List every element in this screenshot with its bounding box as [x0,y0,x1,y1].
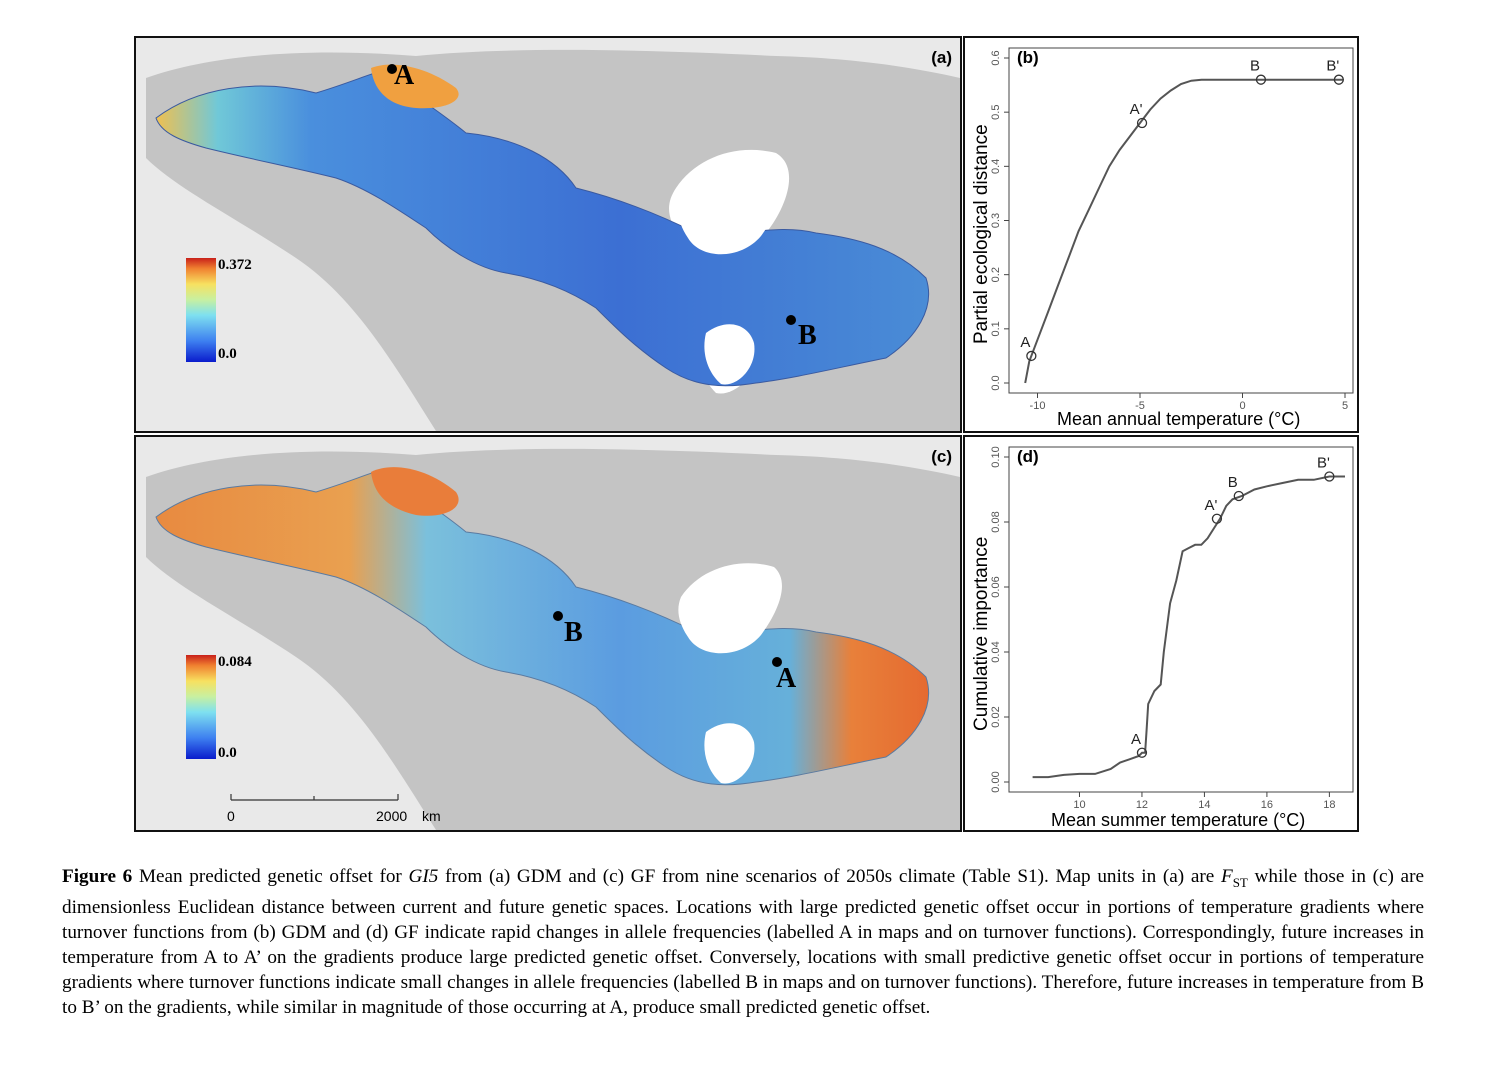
curve-point [1026,350,1037,362]
gene-name: GI5 [408,866,439,887]
site-label-a: A [776,663,797,694]
plot-panel-d: 10 12 14 16 18 0.00 0.02 0.04 0.06 0.08 0.10 A A' B B'… [963,435,1359,832]
y-tick-label: 0.00 [990,771,1002,792]
site-marker-a [387,64,397,74]
x-tick-label: -10 [1030,400,1046,412]
colorbar-a [186,258,216,362]
fst-symbol: F [1220,866,1233,887]
curve-point [1333,74,1345,85]
x-tick-label: 5 [1342,400,1348,412]
colorbar-c-min: 0.0 [218,745,237,761]
y-tick-label: 0.02 [990,706,1002,727]
great-lakes-cover [704,324,755,385]
y-tick-label: 0.1 [990,321,1002,336]
y-tick-label: 0.2 [990,267,1002,282]
x-tick-label: 16 [1261,799,1273,811]
curve-point-label: A [1131,731,1141,748]
great-lakes-cover [704,723,755,784]
curve-point-label: B [1250,58,1260,75]
curve-point [1136,117,1148,129]
site-label-b: B [798,320,817,351]
plot-b-xlabel: Mean annual temperature (°C) [1057,409,1301,429]
curve-line [1024,78,1343,384]
site-label-b: B [564,617,583,648]
map-a-graphic [146,49,960,431]
y-tick-label: 0.5 [990,105,1002,120]
y-tick-label: 0.3 [990,213,1002,228]
y-tick-label: 0.10 [990,446,1002,467]
x-tick-label: -5 [1135,400,1145,412]
panel-b-label: (b) [1017,48,1039,67]
x-tick-label: 14 [1198,799,1210,811]
scalebar-start: 0 [227,808,235,824]
y-tick-label: 0.6 [990,50,1002,65]
curve-point-label: A' [1204,497,1217,514]
x-tick-label: 10 [1073,799,1085,811]
plot-frame [1008,47,1354,394]
plot-frame [1008,446,1354,793]
x-tick-label: 12 [1136,799,1148,811]
colorbar-c [186,655,216,759]
site-marker-a [772,657,782,667]
map-c-graphic [146,448,960,830]
curve-point-label: B [1228,474,1238,491]
scalebar-unit: km [422,808,441,824]
curve-point-label: A [1020,334,1030,351]
curve-point-label: A' [1130,101,1143,118]
curve-point-label: B' [1317,455,1330,472]
plot-panel-b: -10 -5 0 5 0.0 0.1 0.2 0.3 0.4 0.5 0.6 A A' B B' (b) P… [963,36,1359,433]
plot-d-ylabel: Cumulative importance [971,536,992,731]
y-tick-label: 0.08 [990,511,1002,532]
scalebar-end: 2000 [376,808,408,824]
site-label-a: A [394,60,415,91]
x-tick-label: 0 [1239,400,1245,412]
figure-label: Figure 6 [62,866,133,887]
x-tick-label: 18 [1323,799,1335,811]
plot-d-xlabel: Mean summer temperature (°C) [1051,810,1306,830]
y-tick-label: 0.06 [990,576,1002,597]
panel-a-label: (a) [931,48,952,67]
curve-point [1324,471,1335,482]
colorbar-c-max: 0.084 [218,654,252,670]
hudson-bay-cover [678,164,782,255]
plot-d-graphic: 10 12 14 16 18 0.00 0.02 0.04 0.06 0.08 0.10 A A' B B' [990,446,1354,811]
site-marker-b [553,611,563,621]
colorbar-a-max: 0.372 [218,257,252,273]
panel-c-label: (c) [931,447,952,466]
map-panel-c: (c) 0.084 0.0 B A 0 2000 km [134,435,962,832]
y-tick-label: 0.0 [990,375,1002,390]
curve-line [1032,475,1345,779]
map-panel-a: (a) 0.372 0.0 A B [134,36,962,433]
curve-point [1136,747,1148,758]
figure-caption: Figure 6 Mean predicted genetic offset f… [62,866,1424,1018]
hudson-bay-cover [678,563,782,654]
curve-point [1255,74,1267,85]
y-tick-label: 0.4 [990,159,1002,174]
y-tick-label: 0.04 [990,641,1002,662]
high-offset-patch [371,467,459,516]
site-marker-b [786,315,796,325]
colorbar-a-min: 0.0 [218,346,237,362]
panel-d-label: (d) [1017,447,1039,466]
curve-point [1233,490,1244,502]
plot-b-graphic: -10 -5 0 5 0.0 0.1 0.2 0.3 0.4 0.5 0.6 A A' B B' [990,47,1354,412]
curve-point-label: B' [1326,58,1339,75]
curve-point [1211,513,1223,524]
high-offset-patch [371,64,459,109]
plot-b-ylabel: Partial ecological distance [971,124,992,344]
